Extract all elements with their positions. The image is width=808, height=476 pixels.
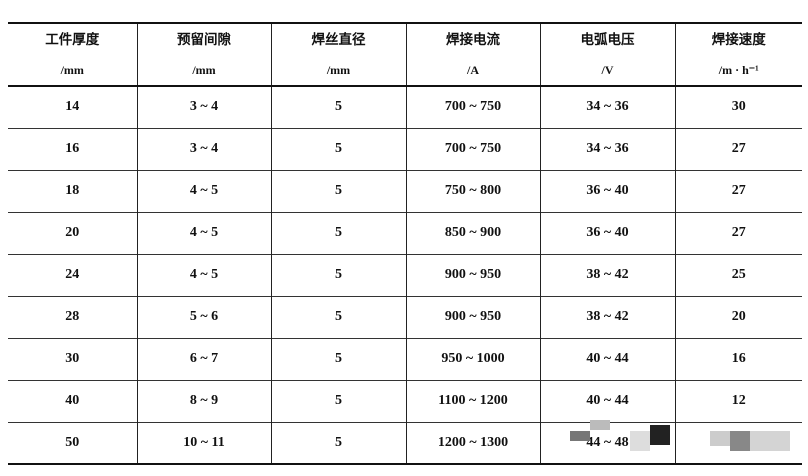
table-cell: 5	[270, 254, 406, 296]
table-cell: 4 ~ 5	[136, 254, 271, 296]
watermark-pixels	[590, 420, 610, 430]
column-header: 焊接速度/m · h⁻¹	[674, 23, 802, 86]
table-cell: 16	[674, 338, 802, 380]
table-cell: 40 ~ 44	[539, 380, 675, 422]
table-cell: 3 ~ 4	[136, 86, 271, 128]
table-cell: 20	[674, 296, 802, 338]
column-header: 电弧电压/V	[539, 23, 675, 86]
column-title: 焊接电流	[446, 31, 500, 48]
column-unit: /mm	[60, 62, 84, 77]
table-cell: 5 ~ 6	[136, 296, 271, 338]
table-cell: 34 ~ 36	[539, 86, 675, 128]
table-cell: 34 ~ 36	[539, 128, 675, 170]
table-cell: 900 ~ 950	[405, 296, 540, 338]
table-row: 16 3 ~ 4 5 700 ~ 750 34 ~ 36 27	[8, 128, 802, 170]
table-cell: 5	[270, 338, 406, 380]
table-cell: 30	[674, 86, 802, 128]
table-cell: 1200 ~ 1300	[405, 422, 540, 464]
table-cell: 5	[270, 212, 406, 254]
table-row: 40 8 ~ 9 5 1100 ~ 1200 40 ~ 44 12	[8, 380, 802, 422]
column-unit: /m · h⁻¹	[718, 62, 759, 77]
table-cell: 850 ~ 900	[405, 212, 540, 254]
column-title: 焊丝直径	[311, 31, 366, 48]
table-cell: 3 ~ 4	[136, 128, 271, 170]
table-cell: 27	[674, 170, 802, 212]
table-cell: 900 ~ 950	[405, 254, 540, 296]
watermark-pixels	[650, 425, 670, 445]
table-cell: 700 ~ 750	[405, 128, 540, 170]
watermark-pixels	[750, 431, 790, 451]
table-cell: 38 ~ 42	[539, 296, 675, 338]
column-header: 焊丝直径/mm	[270, 23, 406, 86]
table-cell: 5	[270, 380, 406, 422]
column-unit: /mm	[192, 62, 216, 77]
table-cell: 5	[270, 86, 406, 128]
column-header: 工件厚度/mm	[8, 23, 137, 86]
column-unit: /V	[601, 62, 614, 77]
table-row: 28 5 ~ 6 5 900 ~ 950 38 ~ 42 20	[8, 296, 802, 338]
table-row: 14 3 ~ 4 5 700 ~ 750 34 ~ 36 30	[8, 86, 802, 128]
table-cell: 750 ~ 800	[405, 170, 540, 212]
table-cell: 4 ~ 5	[136, 212, 271, 254]
column-unit: /mm	[326, 62, 351, 77]
table-cell: 8 ~ 9	[136, 380, 271, 422]
table-cell: 5	[270, 422, 406, 464]
table-cell: 50	[65, 434, 80, 450]
column-title: 预留间隙	[177, 31, 231, 48]
watermark-pixels	[630, 431, 650, 451]
column-title: 电弧电压	[580, 31, 635, 48]
table-cell: 5	[270, 170, 406, 212]
column-header: 预留间隙/mm	[136, 23, 271, 86]
watermark-pixels	[570, 431, 590, 441]
table-row: 18 4 ~ 5 5 750 ~ 800 36 ~ 40 27	[8, 170, 802, 212]
table-cell: 30	[65, 351, 80, 366]
welding-parameters-table: 工件厚度/mm 预留间隙/mm 焊丝直径/mm 焊接电流/A 电弧电压/V 焊接速度/m …	[8, 22, 802, 465]
watermark-pixels	[730, 431, 750, 451]
table-cell: 950 ~ 1000	[405, 338, 540, 380]
table-cell: 10 ~ 11	[136, 422, 271, 464]
table-cell: 14	[65, 99, 80, 115]
table-cell: 18	[65, 183, 80, 198]
table-cell: 6 ~ 7	[136, 338, 271, 380]
table-row: 30 6 ~ 7 5 950 ~ 1000 40 ~ 44 16	[8, 338, 802, 380]
table-cell: 40	[65, 393, 80, 408]
table-cell: 28	[65, 309, 80, 324]
table-cell: 27	[674, 212, 802, 254]
table-cell: 1100 ~ 1200	[405, 380, 540, 422]
table-cell: 700 ~ 750	[405, 86, 540, 128]
column-header: 焊接电流/A	[405, 23, 540, 86]
watermark-pixels	[710, 431, 730, 446]
column-unit: /A	[467, 62, 479, 77]
table-row: 20 4 ~ 5 5 850 ~ 900 36 ~ 40 27	[8, 212, 802, 254]
table-cell: 36 ~ 40	[539, 170, 675, 212]
table-cell: 27	[674, 128, 802, 170]
table-cell: 36 ~ 40	[539, 212, 675, 254]
table-cell: 40 ~ 44	[539, 338, 675, 380]
table-cell: 24	[65, 267, 80, 282]
table-cell: 4 ~ 5	[136, 170, 271, 212]
table-cell: 25	[674, 254, 802, 296]
table-row: 24 4 ~ 5 5 900 ~ 950 38 ~ 42 25	[8, 254, 802, 296]
column-title: 焊接速度	[711, 31, 766, 48]
header-row: 工件厚度/mm 预留间隙/mm 焊丝直径/mm 焊接电流/A 电弧电压/V 焊接速度/m …	[8, 23, 802, 86]
column-title: 工件厚度	[45, 31, 100, 48]
table-cell: 20	[65, 225, 80, 240]
table-cell: 38 ~ 42	[539, 254, 675, 296]
table-cell: 5	[270, 296, 406, 338]
table-cell: 16	[65, 141, 80, 156]
table-cell: 12	[674, 380, 802, 422]
table-cell: 5	[270, 128, 406, 170]
